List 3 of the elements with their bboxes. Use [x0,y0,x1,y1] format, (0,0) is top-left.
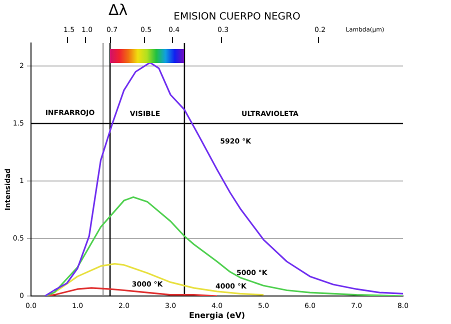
text: Δλ [108,0,128,19]
x-axis-title: Energia (eV) [188,311,246,320]
chart-title: EMISION CUERPO NEGRO [174,12,300,23]
